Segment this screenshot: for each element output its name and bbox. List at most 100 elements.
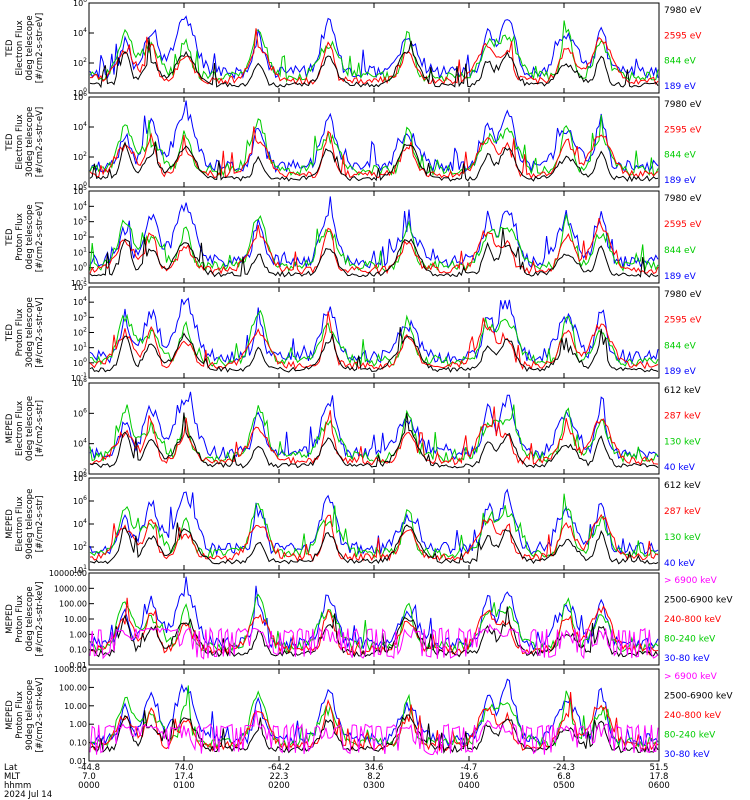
y-axis-label: 0deg telescope <box>25 396 35 461</box>
date-label: 2024 Jul 14 <box>4 790 52 800</box>
series-trace <box>90 593 659 654</box>
series-trace <box>89 309 659 367</box>
panel-frame <box>88 190 660 284</box>
x-tick-label: 0500 <box>553 781 575 791</box>
y-axis-label: 90deg telescope <box>25 680 35 751</box>
y-tick-label: 102 <box>73 468 87 479</box>
y-axis-label: Proton Flux <box>15 691 25 739</box>
panel-2: 100 102 104 106 TED Electron Flux 30deg telesc… <box>5 91 702 192</box>
legend-entry: 844 eV <box>664 246 697 256</box>
series-trace <box>89 327 659 373</box>
series-trace <box>89 297 659 365</box>
x-tick-label: 17.8 <box>650 772 669 782</box>
series-trace <box>89 412 659 469</box>
y-tick-label: 102 <box>73 541 87 552</box>
x-axis-row-label: hhmm <box>4 781 31 791</box>
legend-entry: > 6900 keV <box>664 672 718 682</box>
y-tick-label: 103 <box>73 311 87 322</box>
series-trace <box>89 115 659 177</box>
x-tick-label: 22.3 <box>270 772 289 782</box>
y-axis-label: [#/cm2-s-str] <box>35 400 45 457</box>
y-tick-label: 100 <box>73 181 87 192</box>
panel-6: 101 102 104 106 108 MEPED Electron Flux 90deg t… <box>5 472 701 575</box>
series-trace <box>89 513 659 563</box>
legend-entry: 30-80 keV <box>664 654 710 664</box>
legend-entry: 40 keV <box>664 463 696 473</box>
x-axis-row-label: Lat <box>4 763 18 773</box>
y-tick-label: 1.00 <box>69 630 87 639</box>
series-trace <box>89 196 659 269</box>
series-trace <box>89 228 659 278</box>
legend-entry: 2595 eV <box>664 220 702 230</box>
y-tick-label: 100.00 <box>59 600 87 609</box>
panel-4: 10-1 100 101 102 103 104 105 TED Proton Flux 30de… <box>5 281 702 383</box>
legend-entry: 612 keV <box>664 481 701 491</box>
y-axis-label: [#/cm2-s-str-keV] <box>35 678 45 753</box>
y-tick-label: 0.10 <box>69 646 87 655</box>
y-axis-label: TED <box>5 323 15 342</box>
y-tick-label: 106 <box>73 407 87 418</box>
panel-frame <box>88 382 660 475</box>
series-trace <box>89 217 659 275</box>
y-tick-label: 1000.00 <box>54 665 87 674</box>
legend-entry: 240-800 keV <box>664 711 722 721</box>
x-tick-label: 34.6 <box>365 763 384 773</box>
legend-entry: 7980 eV <box>664 290 702 300</box>
y-axis-label: Proton Flux <box>15 213 25 261</box>
y-tick-label: 102 <box>73 231 87 242</box>
series-trace <box>89 623 659 660</box>
legend-entry: 189 eV <box>664 367 697 377</box>
y-axis-label: [#/cm2-s-str-eV] <box>35 202 45 272</box>
legend-entry: 844 eV <box>664 341 697 351</box>
legend-entry: 130 keV <box>664 533 701 543</box>
y-tick-label: 108 <box>73 377 87 388</box>
y-tick-label: 10.00 <box>64 702 87 711</box>
series-trace <box>89 20 659 83</box>
legend-entry: 2595 eV <box>664 316 702 326</box>
series-trace <box>89 522 659 565</box>
y-tick-label: 0.01 <box>69 661 87 670</box>
y-tick-label: 105 <box>73 185 87 196</box>
y-axis-label: [#/cm2-s-str] <box>35 496 45 553</box>
series-trace <box>89 126 659 179</box>
legend-entry: 2500-6900 keV <box>664 692 733 702</box>
legend-entry: 80-240 keV <box>664 731 716 741</box>
y-axis-label: 0deg telescope <box>25 15 35 80</box>
y-tick-label: 104 <box>73 518 87 529</box>
x-tick-label: 0200 <box>268 781 290 791</box>
y-axis-label: [#/cm2-s-str-eV] <box>35 297 45 367</box>
x-tick-label: 19.6 <box>460 772 479 782</box>
y-tick-label: 10-1 <box>71 372 87 383</box>
y-tick-label: 10-1 <box>71 277 87 288</box>
x-tick-label: 0100 <box>173 781 195 791</box>
y-tick-label: 104 <box>73 200 87 211</box>
legend-entry: 189 eV <box>664 176 697 186</box>
y-tick-label: 102 <box>73 57 87 68</box>
x-tick-label: -24.3 <box>553 763 575 773</box>
legend-entry: 612 keV <box>664 386 701 396</box>
legend-entry: 189 eV <box>664 82 697 92</box>
series-trace <box>89 576 659 652</box>
x-tick-label: 74.0 <box>175 763 194 773</box>
y-axis-label: 0deg telescope <box>25 204 35 269</box>
y-tick-label: 103 <box>73 216 87 227</box>
y-axis-label: TED <box>5 39 15 58</box>
y-tick-label: 104 <box>73 296 87 307</box>
y-axis-label: Proton Flux <box>15 595 25 643</box>
x-tick-label: 0300 <box>363 781 385 791</box>
panel-3: 10-1 100 101 102 103 104 105 TED Proton Flux 0deg… <box>5 185 702 288</box>
legend-entry: 189 eV <box>664 272 697 282</box>
y-tick-label: 104 <box>73 27 87 38</box>
y-tick-label: 102 <box>73 327 87 338</box>
y-axis-label: Electron Flux <box>15 114 25 169</box>
y-axis-label: MEPED <box>5 509 15 539</box>
legend-entry: 2595 eV <box>664 31 702 41</box>
y-tick-label: 105 <box>73 281 87 292</box>
y-tick-label: 104 <box>73 121 87 132</box>
panel-8: 0.01 0.10 1.00 10.00 100.00 1000.00 MEPED Proto… <box>5 665 733 766</box>
legend-entry: 30-80 keV <box>664 750 710 760</box>
x-tick-label: 17.4 <box>175 772 194 782</box>
y-axis-label: [#/cm2-s-str-keV] <box>35 582 45 657</box>
y-tick-label: 106 <box>73 0 87 8</box>
